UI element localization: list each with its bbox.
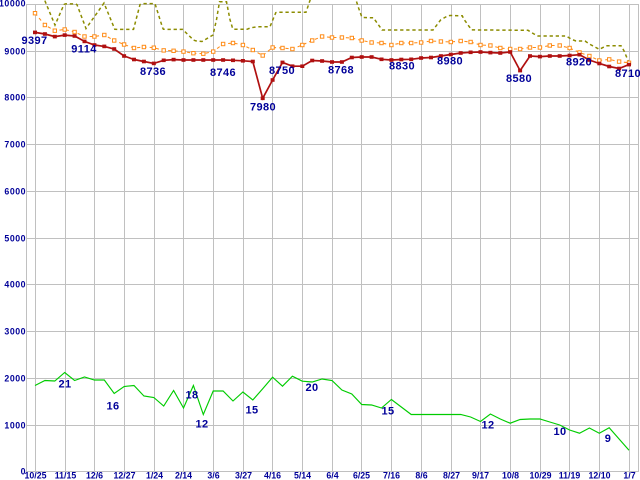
svg-text:8920: 8920 bbox=[566, 57, 592, 69]
svg-text:7000: 7000 bbox=[4, 140, 26, 150]
svg-text:15: 15 bbox=[245, 405, 258, 417]
svg-text:11/19: 11/19 bbox=[559, 471, 581, 480]
svg-text:9000: 9000 bbox=[4, 47, 26, 57]
svg-text:1000: 1000 bbox=[4, 421, 26, 431]
svg-text:8768: 8768 bbox=[328, 65, 354, 77]
svg-text:4/16: 4/16 bbox=[264, 471, 281, 480]
svg-text:10000: 10000 bbox=[0, 0, 26, 8]
svg-text:8000: 8000 bbox=[4, 93, 26, 103]
svg-text:8980: 8980 bbox=[437, 55, 463, 67]
svg-text:8/6: 8/6 bbox=[415, 471, 427, 480]
svg-text:5000: 5000 bbox=[4, 234, 26, 244]
svg-text:10/29: 10/29 bbox=[529, 471, 551, 480]
svg-text:8746: 8746 bbox=[210, 67, 236, 79]
svg-text:16: 16 bbox=[106, 401, 119, 413]
svg-text:11/15: 11/15 bbox=[55, 471, 77, 480]
svg-text:8710: 8710 bbox=[615, 68, 640, 80]
svg-text:1/24: 1/24 bbox=[146, 471, 163, 480]
svg-text:7980: 7980 bbox=[250, 102, 276, 114]
svg-text:9/17: 9/17 bbox=[472, 471, 489, 480]
svg-text:12: 12 bbox=[195, 419, 208, 431]
svg-text:9: 9 bbox=[605, 433, 612, 445]
svg-text:2000: 2000 bbox=[4, 374, 26, 384]
svg-text:21: 21 bbox=[58, 378, 71, 390]
svg-text:3/6: 3/6 bbox=[207, 471, 219, 480]
svg-text:8/27: 8/27 bbox=[443, 471, 460, 480]
svg-text:12/27: 12/27 bbox=[113, 471, 135, 480]
svg-text:12/10: 12/10 bbox=[588, 471, 610, 480]
svg-text:3/27: 3/27 bbox=[235, 471, 252, 480]
svg-text:9397: 9397 bbox=[21, 35, 47, 47]
svg-text:15: 15 bbox=[381, 406, 394, 418]
svg-text:10: 10 bbox=[553, 426, 566, 438]
svg-text:7/16: 7/16 bbox=[383, 471, 400, 480]
svg-text:9114: 9114 bbox=[71, 43, 97, 55]
svg-text:6000: 6000 bbox=[4, 187, 26, 197]
svg-text:12/6: 12/6 bbox=[86, 471, 103, 480]
svg-text:8750: 8750 bbox=[269, 65, 295, 77]
svg-text:4000: 4000 bbox=[4, 280, 26, 290]
svg-text:2/14: 2/14 bbox=[175, 471, 192, 480]
svg-text:3000: 3000 bbox=[4, 327, 26, 337]
svg-text:10/8: 10/8 bbox=[502, 471, 519, 480]
svg-text:18: 18 bbox=[185, 390, 198, 402]
svg-text:1/7: 1/7 bbox=[623, 471, 635, 480]
svg-text:8830: 8830 bbox=[389, 61, 415, 73]
svg-text:5/14: 5/14 bbox=[294, 471, 311, 480]
svg-text:6/25: 6/25 bbox=[353, 471, 370, 480]
svg-text:0: 0 bbox=[21, 467, 26, 477]
svg-text:20: 20 bbox=[305, 382, 318, 394]
svg-text:10/25: 10/25 bbox=[24, 471, 46, 480]
svg-text:6/4: 6/4 bbox=[326, 471, 338, 480]
svg-text:12: 12 bbox=[481, 420, 494, 432]
svg-text:8580: 8580 bbox=[506, 73, 532, 85]
svg-text:8736: 8736 bbox=[140, 66, 166, 78]
